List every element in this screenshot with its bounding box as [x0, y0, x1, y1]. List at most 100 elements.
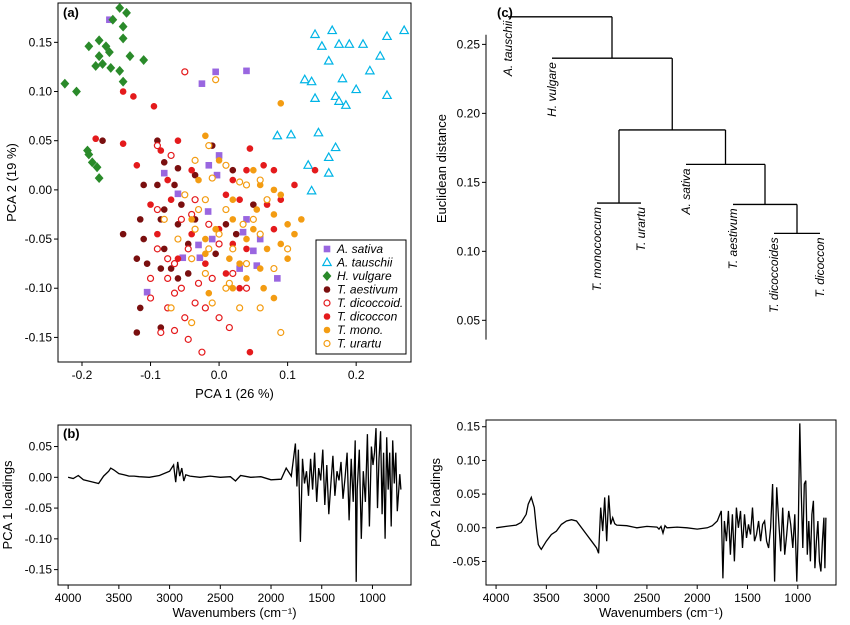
data-point — [243, 67, 250, 75]
data-point — [277, 240, 285, 248]
data-point — [243, 216, 250, 223]
dendrogram-leaf-label: T. monococcum — [590, 207, 604, 291]
data-point — [313, 127, 324, 137]
data-point — [236, 304, 244, 312]
legend-entry: T. urartu — [337, 337, 382, 351]
data-point — [136, 216, 144, 223]
data-point — [222, 205, 230, 214]
data-point — [243, 275, 250, 282]
data-point — [236, 178, 244, 186]
data-point — [174, 164, 182, 172]
data-point — [154, 181, 161, 189]
x-tick-label: 2000 — [684, 591, 711, 605]
x-tick-label: 2000 — [258, 591, 285, 605]
data-point — [181, 314, 189, 322]
data-point — [119, 230, 127, 238]
data-point — [60, 78, 70, 89]
x-axis-label: Wavenumbers (cm⁻¹) — [172, 605, 296, 620]
y-tick-label: 0.10 — [457, 453, 481, 467]
data-point — [191, 156, 199, 164]
data-point — [357, 38, 369, 48]
data-point — [167, 151, 175, 160]
y-tick-label: 0.05 — [29, 440, 53, 454]
data-point — [153, 245, 161, 253]
data-point — [243, 235, 250, 243]
data-point — [204, 208, 212, 215]
data-point — [164, 274, 172, 282]
y-tick-label: 0.10 — [457, 244, 481, 258]
data-point — [136, 304, 144, 312]
plot-frame — [57, 424, 412, 586]
data-point — [256, 176, 264, 184]
panel-a-scatter: -0.15 -0.10 -0.05 0.00 0.05 0.10 0.15 -0.2 -0.1 0… — [4, 2, 412, 401]
data-point — [174, 221, 182, 228]
y-tick-label: -0.15 — [25, 330, 53, 344]
data-point — [250, 247, 257, 255]
x-axis-label: PCA 1 (26 %) — [195, 386, 274, 401]
data-point — [364, 65, 376, 75]
dendrogram-leaf-label: T. urartu — [634, 207, 648, 252]
data-point — [202, 235, 209, 243]
data-point — [153, 205, 161, 214]
data-point — [208, 274, 216, 282]
data-point — [311, 166, 319, 174]
data-point — [323, 167, 334, 177]
dendrogram-leaf-label: H. vulgare — [545, 62, 559, 117]
x-tick-label: 1000 — [784, 591, 811, 605]
y-tick-label: 0.25 — [457, 37, 481, 51]
data-point — [167, 196, 175, 204]
data-point — [212, 68, 219, 76]
data-point — [177, 284, 185, 292]
data-point — [72, 86, 81, 97]
plot-frame — [485, 419, 837, 586]
data-point — [323, 151, 334, 162]
data-point — [321, 256, 333, 267]
loadings-line — [496, 423, 827, 582]
data-point — [108, 14, 118, 25]
data-point — [229, 269, 237, 278]
data-point — [198, 348, 206, 356]
data-point — [160, 169, 168, 177]
data-point — [302, 159, 314, 169]
data-point — [270, 294, 278, 302]
data-point — [157, 265, 165, 272]
data-point — [270, 264, 278, 273]
data-point — [106, 62, 116, 73]
data-point — [143, 260, 151, 267]
data-point — [184, 270, 192, 277]
data-point — [188, 255, 196, 263]
data-point — [181, 191, 189, 199]
data-point — [242, 284, 251, 292]
data-point — [170, 260, 179, 268]
data-point — [174, 137, 182, 144]
data-point — [133, 329, 141, 336]
data-point — [94, 51, 104, 62]
data-point — [323, 326, 331, 334]
y-axis-label: PCA 1 loadings — [0, 460, 15, 549]
data-point — [205, 245, 213, 253]
data-point — [92, 162, 102, 173]
data-point — [205, 161, 213, 169]
data-point — [92, 135, 99, 143]
data-point — [118, 21, 128, 32]
data-point — [222, 284, 230, 292]
data-point — [205, 289, 213, 297]
data-point — [196, 254, 204, 262]
data-point — [194, 205, 203, 214]
data-point — [381, 30, 393, 41]
data-point — [222, 191, 230, 199]
data-point — [212, 225, 219, 233]
data-point — [291, 181, 298, 189]
data-point — [253, 206, 261, 213]
legend-box — [315, 239, 407, 355]
data-point — [330, 141, 341, 152]
data-point — [250, 225, 257, 233]
data-point — [306, 185, 317, 195]
panel-label: (a) — [63, 5, 79, 20]
data-point — [285, 129, 297, 139]
data-point — [174, 255, 182, 263]
x-tick-label: 0.1 — [279, 368, 296, 382]
data-point — [260, 161, 267, 169]
data-point — [337, 73, 348, 83]
data-point — [246, 145, 254, 152]
